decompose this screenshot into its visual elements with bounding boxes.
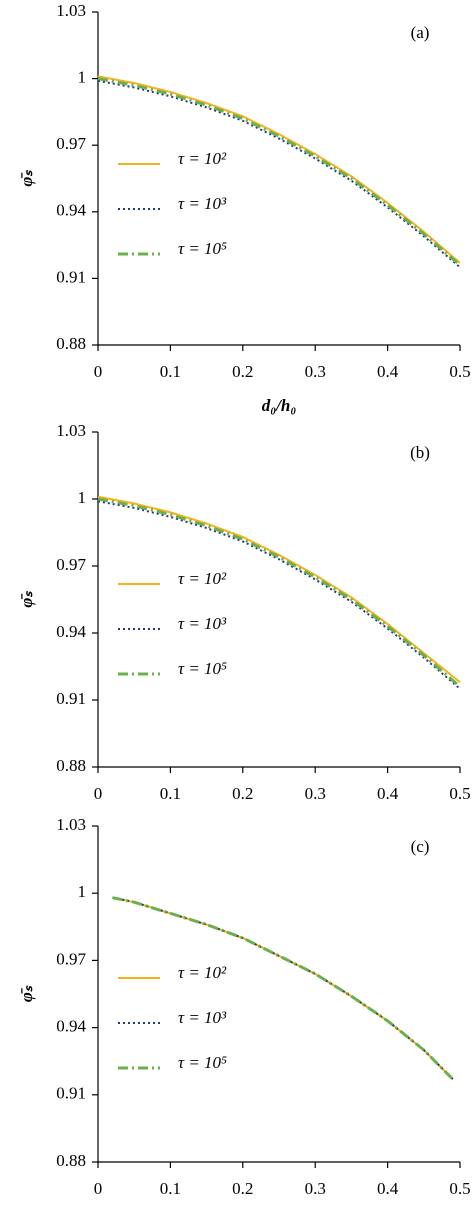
y-tick-label: 0.94 xyxy=(56,622,86,641)
x-tick-label: 0.5 xyxy=(449,784,470,803)
x-tick-label: 0 xyxy=(94,1179,103,1198)
legend-label: τ = 10² xyxy=(178,149,227,168)
y-tick-label: 0.88 xyxy=(56,1151,86,1170)
series-line xyxy=(112,896,454,1080)
y-tick-label: 0.91 xyxy=(56,1084,86,1103)
legend-label: τ = 10² xyxy=(178,963,227,982)
series-line xyxy=(97,497,461,688)
panel-label: (a) xyxy=(411,23,430,42)
x-tick-label: 0.4 xyxy=(377,1179,399,1198)
x-tick-label: 0.4 xyxy=(377,784,399,803)
series-line xyxy=(97,500,461,690)
legend-label: τ = 10⁵ xyxy=(178,239,227,258)
y-tick-label: 1.03 xyxy=(56,421,86,440)
y-tick-label: 1 xyxy=(78,68,87,87)
x-tick-label: 0.5 xyxy=(449,362,470,381)
series-line xyxy=(97,75,461,264)
x-tick-label: 0.1 xyxy=(160,362,181,381)
y-tick-label: 0.97 xyxy=(56,949,86,968)
y-tick-label: 0.94 xyxy=(56,1017,86,1036)
y-axis-label: φ̄ₛ xyxy=(17,985,36,1002)
legend-label: τ = 10⁵ xyxy=(178,1053,227,1072)
series-line xyxy=(112,896,454,1081)
panel-label: (c) xyxy=(411,837,430,856)
x-axis-label: d₀/h₀ xyxy=(262,396,297,415)
y-axis-label: φ̄ₛ xyxy=(17,170,36,187)
y-tick-label: 1 xyxy=(78,488,87,507)
legend-label: τ = 10³ xyxy=(178,194,227,213)
y-tick-label: 0.91 xyxy=(56,267,86,286)
legend-label: τ = 10² xyxy=(178,569,227,588)
x-tick-label: 0.1 xyxy=(160,1179,181,1198)
x-tick-label: 0 xyxy=(94,784,103,803)
x-tick-label: 0.2 xyxy=(232,1179,253,1198)
x-tick-label: 0.4 xyxy=(377,362,399,381)
y-axis-label: φ̄ₛ xyxy=(17,591,36,608)
y-tick-label: 1 xyxy=(78,882,87,901)
x-tick-label: 0.3 xyxy=(305,362,326,381)
x-tick-label: 0.1 xyxy=(160,784,181,803)
x-tick-label: 0.3 xyxy=(305,1179,326,1198)
panel-label: (b) xyxy=(410,443,430,462)
y-tick-label: 1.03 xyxy=(56,1,86,20)
x-tick-label: 0.2 xyxy=(232,362,253,381)
y-tick-label: 0.97 xyxy=(56,134,86,153)
legend-label: τ = 10⁵ xyxy=(178,659,227,678)
y-tick-label: 0.88 xyxy=(56,334,86,353)
series-line xyxy=(97,79,461,269)
x-tick-label: 0.2 xyxy=(232,784,253,803)
x-tick-label: 0.5 xyxy=(449,1179,470,1198)
x-tick-label: 0 xyxy=(94,362,103,381)
y-tick-label: 0.88 xyxy=(56,756,86,775)
y-tick-label: 0.91 xyxy=(56,689,86,708)
series-line xyxy=(112,896,454,1080)
legend-label: τ = 10³ xyxy=(178,1008,227,1027)
legend-label: τ = 10³ xyxy=(178,614,227,633)
series-line xyxy=(97,495,461,683)
series-line xyxy=(97,77,461,267)
y-tick-label: 1.03 xyxy=(56,815,86,834)
y-tick-label: 0.94 xyxy=(56,201,86,220)
x-tick-label: 0.3 xyxy=(305,784,326,803)
y-tick-label: 0.97 xyxy=(56,555,86,574)
